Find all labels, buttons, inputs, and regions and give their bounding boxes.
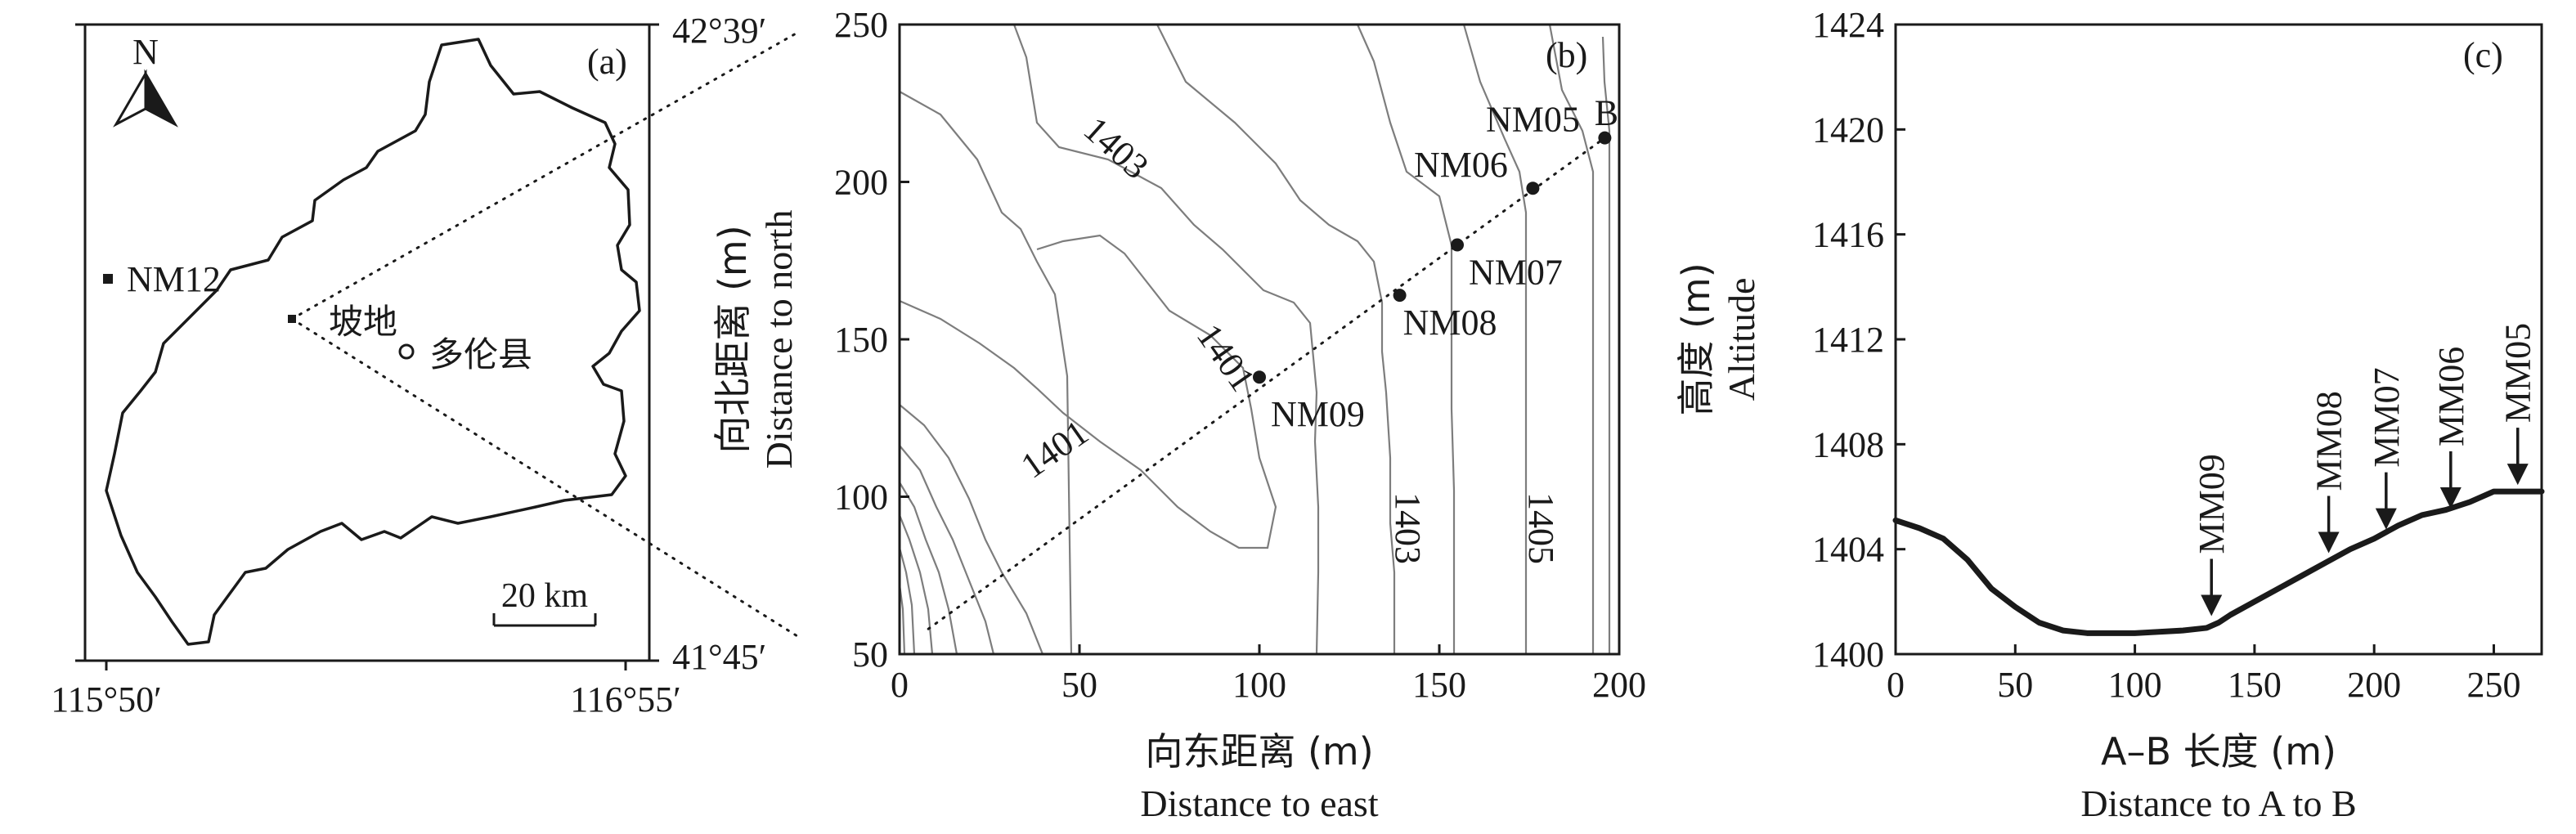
x-tick-label: 0 [891, 665, 909, 705]
y-tick-label: 1408 [1812, 424, 1884, 464]
site-marker-label: MM08 [2309, 391, 2349, 491]
contour-label: 1403 [1388, 492, 1428, 564]
station-nm12-label: NM12 [127, 259, 221, 299]
county-boundary [105, 38, 641, 646]
site-marker-label: MM06 [2431, 347, 2471, 446]
zoom-connector-top [290, 31, 799, 321]
transect-end-label-b: B [1595, 93, 1618, 133]
x-tick-label: 200 [2347, 665, 2401, 705]
site-label: NM05 [1486, 100, 1580, 140]
lon-left-label: 115°50′ [51, 679, 162, 720]
y-tick-label: 1416 [1812, 215, 1884, 255]
y-tick-label: 1420 [1812, 110, 1884, 150]
site-point [1598, 131, 1612, 145]
panel-c-label: (c) [2463, 35, 2503, 75]
sampling-sites: NM05 NM06 NM07 NM08 NM09 [1253, 100, 1612, 434]
y-axis-ticks: 1400 1404 1408 1412 1416 1420 1424 [1812, 5, 1905, 675]
y-tick-label: 200 [834, 163, 888, 203]
x-axis-title-en: Distance to east [1140, 782, 1378, 824]
arrow-down-icon [2318, 531, 2340, 554]
x-tick-label: 200 [1592, 665, 1646, 705]
arrow-down-icon [2439, 486, 2462, 509]
site-marker-label: MM07 [2367, 367, 2407, 467]
site-marker-label: MM05 [2498, 323, 2538, 423]
x-axis-ticks: 0 50 100 150 200 250 [1887, 644, 2520, 705]
site-podi-label: 坡地 [329, 302, 397, 342]
north-arrow-icon [113, 69, 178, 128]
y-axis-title-en: Altitude [1721, 278, 1762, 401]
x-axis-title-cn: 向东距离 (m) [1145, 729, 1373, 773]
x-tick-label: 250 [2466, 665, 2520, 705]
y-axis-ticks: 50 100 150 200 250 [834, 5, 909, 675]
contour-lines [898, 24, 1611, 655]
site-point [1253, 370, 1266, 384]
y-tick-label: 1412 [1812, 320, 1884, 360]
y-tick-label: 150 [834, 320, 888, 360]
x-tick-label: 150 [1412, 665, 1466, 705]
site-point [1526, 182, 1540, 195]
contour-label: 1403 [1076, 109, 1156, 186]
site-label: NM09 [1271, 394, 1365, 434]
site-label: NM07 [1469, 253, 1563, 293]
station-nm12-marker [103, 274, 113, 284]
arrow-down-icon [2201, 594, 2223, 617]
x-tick-label: 150 [2228, 665, 2282, 705]
x-tick-label: 0 [1887, 665, 1905, 705]
lat-top-label: 42°39′ [672, 11, 766, 51]
transect-line-a-b [927, 137, 1606, 630]
y-axis-title-en: Distance to north [758, 210, 800, 469]
panel-a-label: (a) [587, 42, 627, 82]
contour-label: 1405 [1521, 492, 1561, 564]
y-tick-label: 250 [834, 5, 888, 45]
x-tick-label: 100 [1232, 665, 1286, 705]
panel-a-frame [83, 23, 651, 662]
site-label: NM06 [1414, 145, 1508, 185]
y-axis-title-cn: 向北距离 (m) [711, 225, 755, 453]
arrow-down-icon [2506, 464, 2529, 486]
contour-label: 1401 [1014, 412, 1096, 486]
panel-c-frame [1894, 23, 2543, 656]
zoom-connector-bottom [290, 317, 799, 638]
site-label: NM08 [1403, 303, 1497, 343]
arrow-down-icon [2375, 508, 2397, 530]
altitude-profile-line [1892, 488, 2545, 636]
site-point [1393, 289, 1407, 303]
y-axis-title-cn: 高度 (m) [1674, 262, 1718, 415]
x-axis-title-en: Distance to A to B [2080, 782, 2356, 824]
x-tick-label: 50 [1061, 665, 1097, 705]
y-tick-label: 1400 [1812, 634, 1884, 675]
panel-c-elevation-profile: 0 50 100 150 200 250 1400 1404 1408 1412 1416 1420… [1674, 5, 2545, 824]
panel-a-map: (a) N NM12 坡地 多伦县 20 km 42°39′ 41°45′ 11… [51, 11, 799, 720]
x-tick-label: 50 [1997, 665, 2033, 705]
x-tick-label: 100 [2108, 665, 2162, 705]
site-point [1451, 238, 1464, 252]
y-tick-label: 100 [834, 478, 888, 518]
sampling-site-markers: MM09 MM08 MM07 MM06 MM05 [2192, 323, 2538, 617]
lon-right-label: 116°55′ [570, 679, 681, 720]
site-marker-label: MM09 [2192, 454, 2232, 554]
panel-b-label: (b) [1546, 35, 1587, 75]
x-axis-title-cn: A–B 长度 (m) [2101, 729, 2336, 773]
y-tick-label: 1424 [1812, 5, 1884, 45]
scale-bar-label: 20 km [501, 577, 589, 615]
y-tick-label: 1404 [1812, 530, 1884, 570]
x-axis-ticks: 0 50 100 150 200 [891, 644, 1646, 705]
county-seat-marker [398, 343, 415, 360]
county-seat-label: 多伦县 [429, 334, 532, 374]
lat-bottom-label: 41°45′ [672, 637, 766, 677]
north-label: N [132, 32, 159, 72]
y-tick-label: 50 [852, 634, 888, 675]
